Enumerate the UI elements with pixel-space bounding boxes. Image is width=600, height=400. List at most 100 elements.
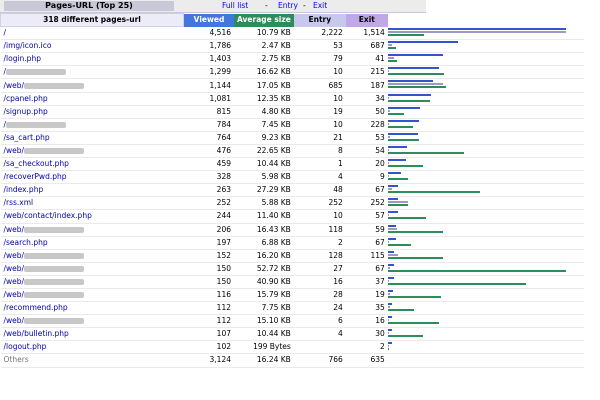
exit-value-text: 35 [375, 303, 385, 313]
page-url-link[interactable]: /web/ [0, 223, 184, 237]
viewed-value: 152 [183, 249, 234, 263]
average-size-value: 15.79 KB [234, 288, 294, 303]
page-url-link[interactable]: /web/ [0, 144, 184, 159]
exit-value: 54 [345, 144, 388, 159]
entry-value: 766 [293, 353, 346, 368]
page-url-link[interactable]: / [0, 118, 184, 132]
size-bar [387, 165, 423, 168]
page-url-link[interactable]: /logout.php [0, 340, 184, 355]
viewed-bar [387, 289, 393, 292]
average-size-value-text: 10.44 KB [256, 159, 291, 169]
entry-value: 10 [293, 118, 346, 132]
viewed-bar [387, 263, 394, 266]
page-url-link[interactable]: /web/ [0, 262, 184, 276]
bar-graph-cell [387, 78, 584, 93]
entry-bar [387, 332, 389, 335]
entry-value-text: 118 [328, 224, 343, 234]
page-url-link[interactable]: / [0, 26, 184, 41]
page-url-link[interactable]: /sa_checkout.php [0, 157, 184, 172]
page-url-link[interactable]: /login.php [0, 52, 184, 67]
viewed-value-text: 1,299 [209, 67, 231, 77]
average-size-value-text: 16.43 KB [256, 224, 291, 234]
average-size-value-text: 10.44 KB [256, 329, 291, 339]
exit-value: 2 [345, 340, 388, 355]
entry-value: 2 [293, 236, 346, 250]
viewed-value-text: 102 [216, 342, 231, 352]
size-bar [387, 60, 397, 63]
page-url-link[interactable]: /signup.php [0, 105, 184, 119]
viewed-value: 102 [183, 340, 234, 355]
size-bar [387, 256, 443, 259]
page-url-link[interactable]: /web/ [0, 275, 184, 289]
exit-link[interactable]: Exit [313, 1, 328, 10]
page-url-link[interactable]: /recoverPwd.php [0, 170, 184, 185]
size-bar [387, 151, 464, 154]
page-url-link[interactable]: /rss.xml [0, 196, 184, 211]
average-size-value-text: 6.88 KB [261, 237, 291, 247]
entry-bar [387, 96, 389, 99]
average-size-value: 7.45 KB [234, 118, 294, 132]
page-url-link-text: /web/ [3, 263, 25, 273]
page-url-link[interactable]: /recommend.php [0, 301, 184, 316]
size-bar [387, 269, 566, 272]
entry-value: 6 [293, 314, 346, 329]
entry-bar [387, 122, 389, 125]
exit-value-text: 228 [370, 119, 385, 129]
exit-value-text: 41 [375, 54, 385, 64]
table-row: /recoverPwd.php 328 5.98 KB 4 9 [0, 170, 584, 185]
average-size-value: 2.47 KB [234, 39, 294, 54]
exit-value-text: 54 [375, 145, 385, 155]
viewed-value: 112 [183, 314, 234, 329]
table-row: /web/116 15.79 KB 28 19 [0, 288, 584, 303]
page-url-link-text: / [3, 67, 7, 77]
exit-value-text: 687 [370, 41, 385, 51]
redacted-url-segment [6, 69, 67, 76]
entry-value-text: 27 [333, 263, 343, 273]
average-size-value: 16.43 KB [234, 223, 294, 237]
viewed-value: 107 [183, 327, 234, 342]
entry-value-text: 2 [338, 237, 343, 247]
entry-value-text: 24 [333, 303, 343, 313]
table-row: /index.php 263 27.29 KB 48 67 [0, 183, 584, 198]
page-url-link[interactable]: /web/contact/index.php [0, 209, 184, 224]
page-url-link[interactable]: /cpanel.php [0, 92, 184, 106]
entry-bar [387, 214, 389, 217]
average-size-value: 5.98 KB [234, 170, 294, 185]
viewed-bar [387, 276, 394, 279]
viewed-bar [387, 159, 406, 162]
viewed-bar [387, 329, 392, 332]
entry-link[interactable]: Entry [278, 1, 298, 10]
page-url-link[interactable]: /index.php [0, 183, 184, 198]
page-url-link[interactable]: / [0, 65, 184, 80]
page-url-link[interactable]: /web/bulletin.php [0, 327, 184, 342]
average-size-value: 16.24 KB [234, 353, 294, 368]
page-url-link[interactable]: /search.php [0, 236, 184, 250]
exit-value: 687 [345, 39, 388, 54]
header-graph [387, 13, 584, 27]
bar-group [387, 211, 426, 220]
bar-group [387, 185, 480, 194]
page-url-link-text: /img/icon.ico [3, 41, 52, 51]
exit-value-text: 252 [370, 198, 385, 208]
viewed-value-text: 4,516 [209, 27, 231, 37]
table-row: /web/476 22.65 KB 8 54 [0, 144, 584, 159]
page-url-link[interactable]: /web/ [0, 314, 184, 329]
bar-graph-cell [387, 327, 584, 342]
entry-value: 4 [293, 327, 346, 342]
page-url-link[interactable]: /web/ [0, 249, 184, 263]
page-url-link[interactable]: /img/icon.ico [0, 39, 184, 54]
viewed-value: 252 [183, 196, 234, 211]
viewed-value: 112 [183, 301, 234, 316]
page-url-link[interactable]: /sa_cart.php [0, 131, 184, 145]
full-list-link[interactable]: Full list [222, 1, 249, 10]
viewed-value-text: 1,081 [209, 93, 231, 103]
average-size-value-text: 27.29 KB [256, 185, 291, 195]
page-url-link[interactable]: /web/ [0, 78, 184, 93]
page-url-link[interactable]: /web/ [0, 288, 184, 303]
entry-value-text: 21 [333, 132, 343, 142]
entry-value-text: 19 [333, 106, 343, 116]
size-bar [387, 138, 419, 141]
bar-graph-cell [387, 65, 584, 80]
entry-value-text: 10 [333, 119, 343, 129]
bar-group [387, 159, 423, 168]
